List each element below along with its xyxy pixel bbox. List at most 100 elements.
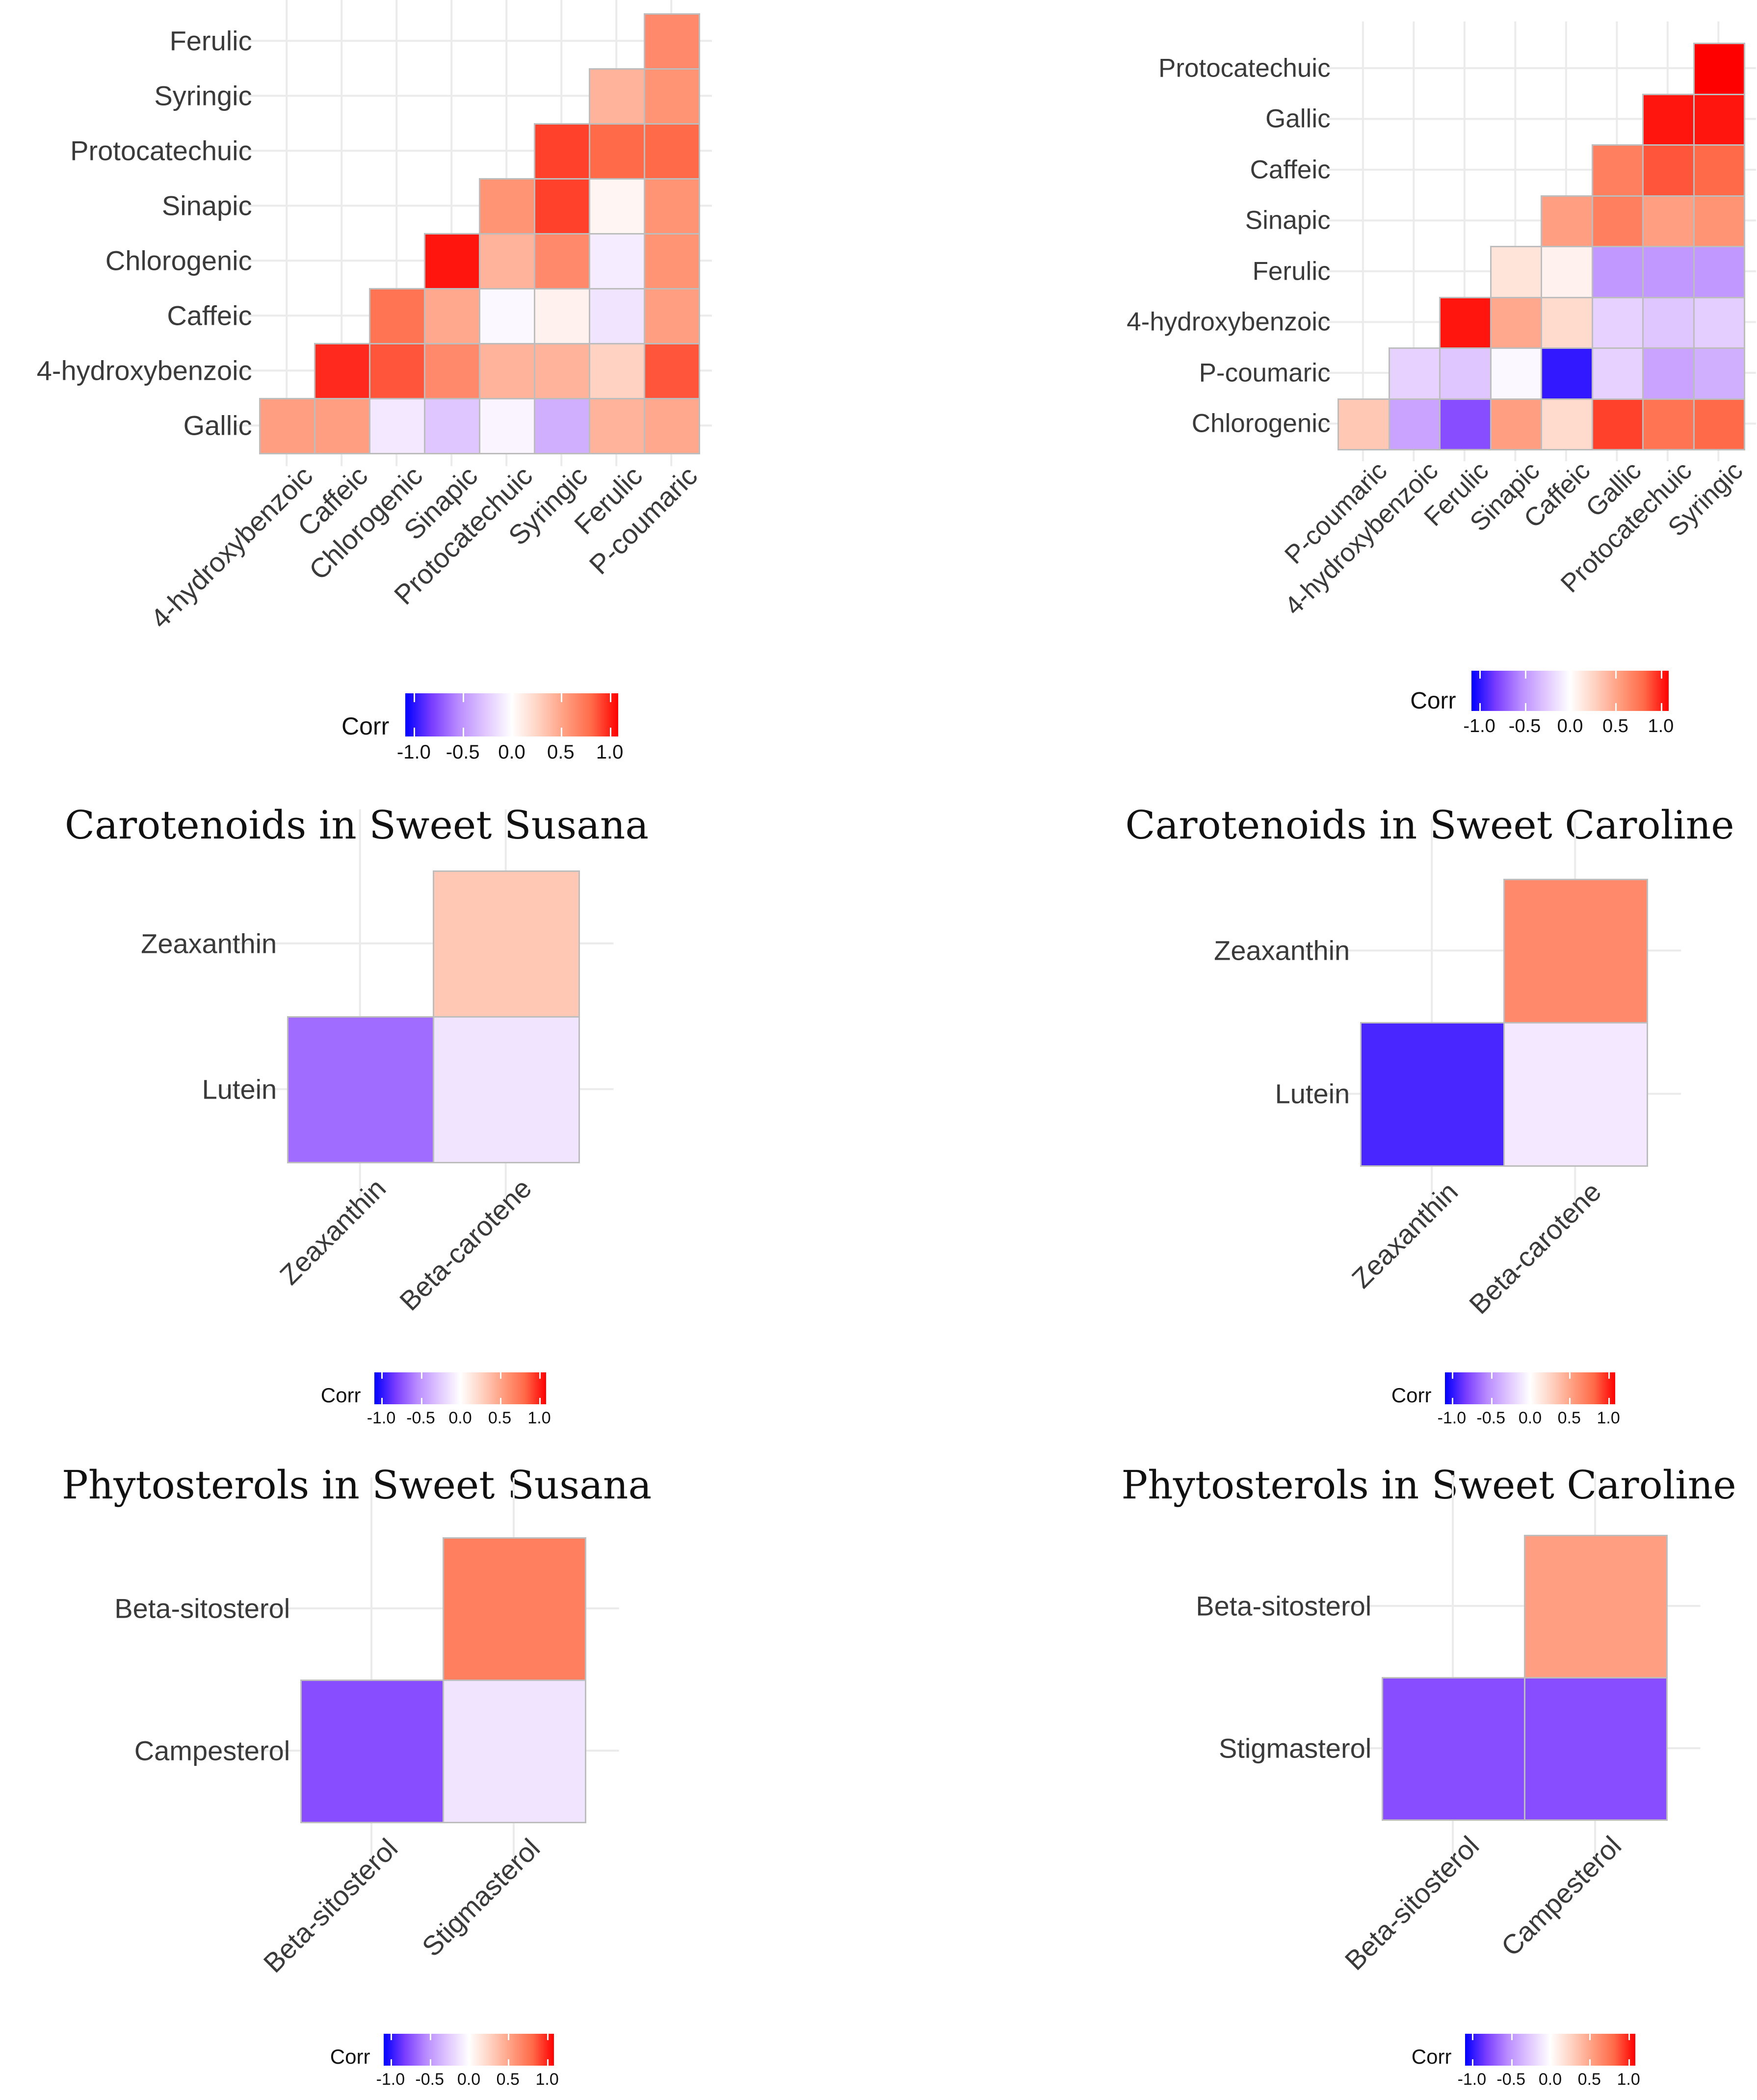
y-axis-label: Lutein (1275, 1078, 1350, 1109)
colorbar-tick (539, 1398, 541, 1404)
colorbar-tick (1615, 703, 1617, 711)
colorbar-tick (1569, 1372, 1571, 1379)
heatmap-cell (644, 68, 700, 125)
heatmap-cell (1439, 398, 1492, 450)
colorbar-tick (1628, 2034, 1630, 2040)
colorbar-tick (1608, 1372, 1610, 1379)
colorbar-tick (1660, 671, 1662, 679)
heatmap-cell (534, 288, 590, 344)
heatmap-cell (644, 123, 700, 180)
heatmap-cell (433, 1016, 580, 1163)
colorbar-tick (1570, 671, 1572, 679)
legend-tick-label: 1.0 (535, 2070, 559, 2089)
colorbar-tick (1491, 1398, 1493, 1404)
colorbar-tick (429, 2034, 431, 2040)
heatmap-cell (589, 343, 645, 399)
heatmap-cell (1490, 246, 1542, 298)
colorbar-tick (1530, 1372, 1532, 1379)
colorbar-tick (1511, 2034, 1513, 2040)
heatmap-cell (644, 343, 700, 399)
y-axis-label: Sinapic (161, 190, 252, 221)
colorbar-tick (1471, 2034, 1473, 2040)
heatmap-cell (1382, 1677, 1525, 1821)
heatmap-cell (314, 398, 370, 454)
colorbar-tick (420, 1372, 422, 1379)
heatmap-cell (1591, 144, 1644, 197)
colorbar-tick (1530, 1398, 1532, 1404)
legend-tick-label: 1.0 (527, 1408, 551, 1427)
colorbar-tick (1471, 2059, 1473, 2066)
colorbar-tick (460, 1372, 462, 1379)
heatmap-cell (433, 870, 580, 1018)
legend-title: Corr (1411, 2045, 1452, 2069)
legend-tick-label: -1.0 (1463, 715, 1495, 736)
heatmap-cell (589, 233, 645, 289)
heatmap-cell (534, 178, 590, 235)
heatmap-cell (1693, 246, 1745, 298)
heatmap-cell (1693, 144, 1745, 197)
colorbar-tick (508, 2059, 510, 2066)
colorbar-tick (463, 728, 465, 736)
heatmap-cell (1693, 93, 1745, 146)
heatmap-cell (1693, 43, 1745, 95)
y-axis-label: Chlorogenic (105, 245, 252, 276)
heatmap-cell (1524, 1677, 1668, 1821)
heatmap-cell (424, 233, 480, 289)
colorbar-tick (512, 693, 513, 702)
colorbar-tick (560, 728, 562, 736)
heatmap-cell (589, 68, 645, 125)
heatmap-cell (443, 1537, 586, 1681)
heatmap-cell (1439, 296, 1492, 349)
legend-tick-label: -0.5 (1496, 2070, 1525, 2089)
y-axis-label: Zeaxanthin (141, 928, 277, 959)
heatmap-cell (1541, 296, 1593, 349)
legend-tick-label: 1.0 (1648, 715, 1674, 736)
legend-tick-label: -1.0 (1437, 1408, 1467, 1427)
heatmap-cell (644, 13, 700, 70)
legend-title: Corr (1391, 1384, 1432, 1407)
heatmap-cell (1388, 347, 1441, 400)
heatmap-cell (479, 178, 535, 235)
chart-title: Phytosterols in Sweet Caroline (1121, 1462, 1736, 1508)
legend-tick-label: 0.5 (1602, 715, 1628, 736)
heatmap-cell (1642, 144, 1695, 197)
legend-tick-label: 0.0 (1518, 1408, 1542, 1427)
heatmap-cell (589, 178, 645, 235)
heatmap-cell (1490, 347, 1542, 400)
heatmap-cell (644, 288, 700, 344)
legend-tick-label: -0.5 (1476, 1408, 1505, 1427)
heatmap-cell (1541, 246, 1593, 298)
legend-tick-label: 0.0 (1538, 2070, 1562, 2089)
heatmap-cell (534, 398, 590, 454)
y-axis-label: Zeaxanthin (1214, 935, 1350, 966)
legend-tick-label: 0.5 (1557, 1408, 1581, 1427)
heatmap-cell (534, 343, 590, 399)
y-axis-label: 4-hydroxybenzoic (36, 355, 252, 386)
heatmap-cell (1541, 398, 1593, 450)
colorbar-tick (460, 1398, 462, 1404)
y-axis-label: Stigmasterol (1218, 1732, 1372, 1764)
y-axis-label: Ferulic (1252, 257, 1331, 286)
chart-title: Phytosterols in Sweet Susana (61, 1462, 652, 1508)
heatmap-cell (443, 1680, 586, 1823)
colorbar-tick (609, 693, 611, 702)
heatmap-cell (369, 288, 425, 344)
heatmap-cell (1439, 347, 1492, 400)
heatmap-cell (314, 343, 370, 399)
heatmap-cell (1693, 195, 1745, 247)
colorbar-tick (1589, 2059, 1591, 2066)
colorbar-tick (1524, 671, 1526, 679)
y-axis-label: 4-hydroxybenzoic (1127, 307, 1331, 337)
heatmap-cell (1388, 398, 1441, 450)
heatmap-cell (369, 343, 425, 399)
heatmap-cell (369, 398, 425, 454)
heatmap-cell (1337, 398, 1390, 450)
colorbar-tick (381, 1372, 383, 1379)
heatmap-cell (259, 398, 315, 454)
heatmap-cell (1642, 296, 1695, 349)
colorbar-tick (499, 1398, 501, 1404)
colorbar-tick (1660, 703, 1662, 711)
colorbar-tick (1615, 671, 1617, 679)
heatmap-cell (1541, 195, 1593, 247)
heatmap-cell (644, 398, 700, 454)
